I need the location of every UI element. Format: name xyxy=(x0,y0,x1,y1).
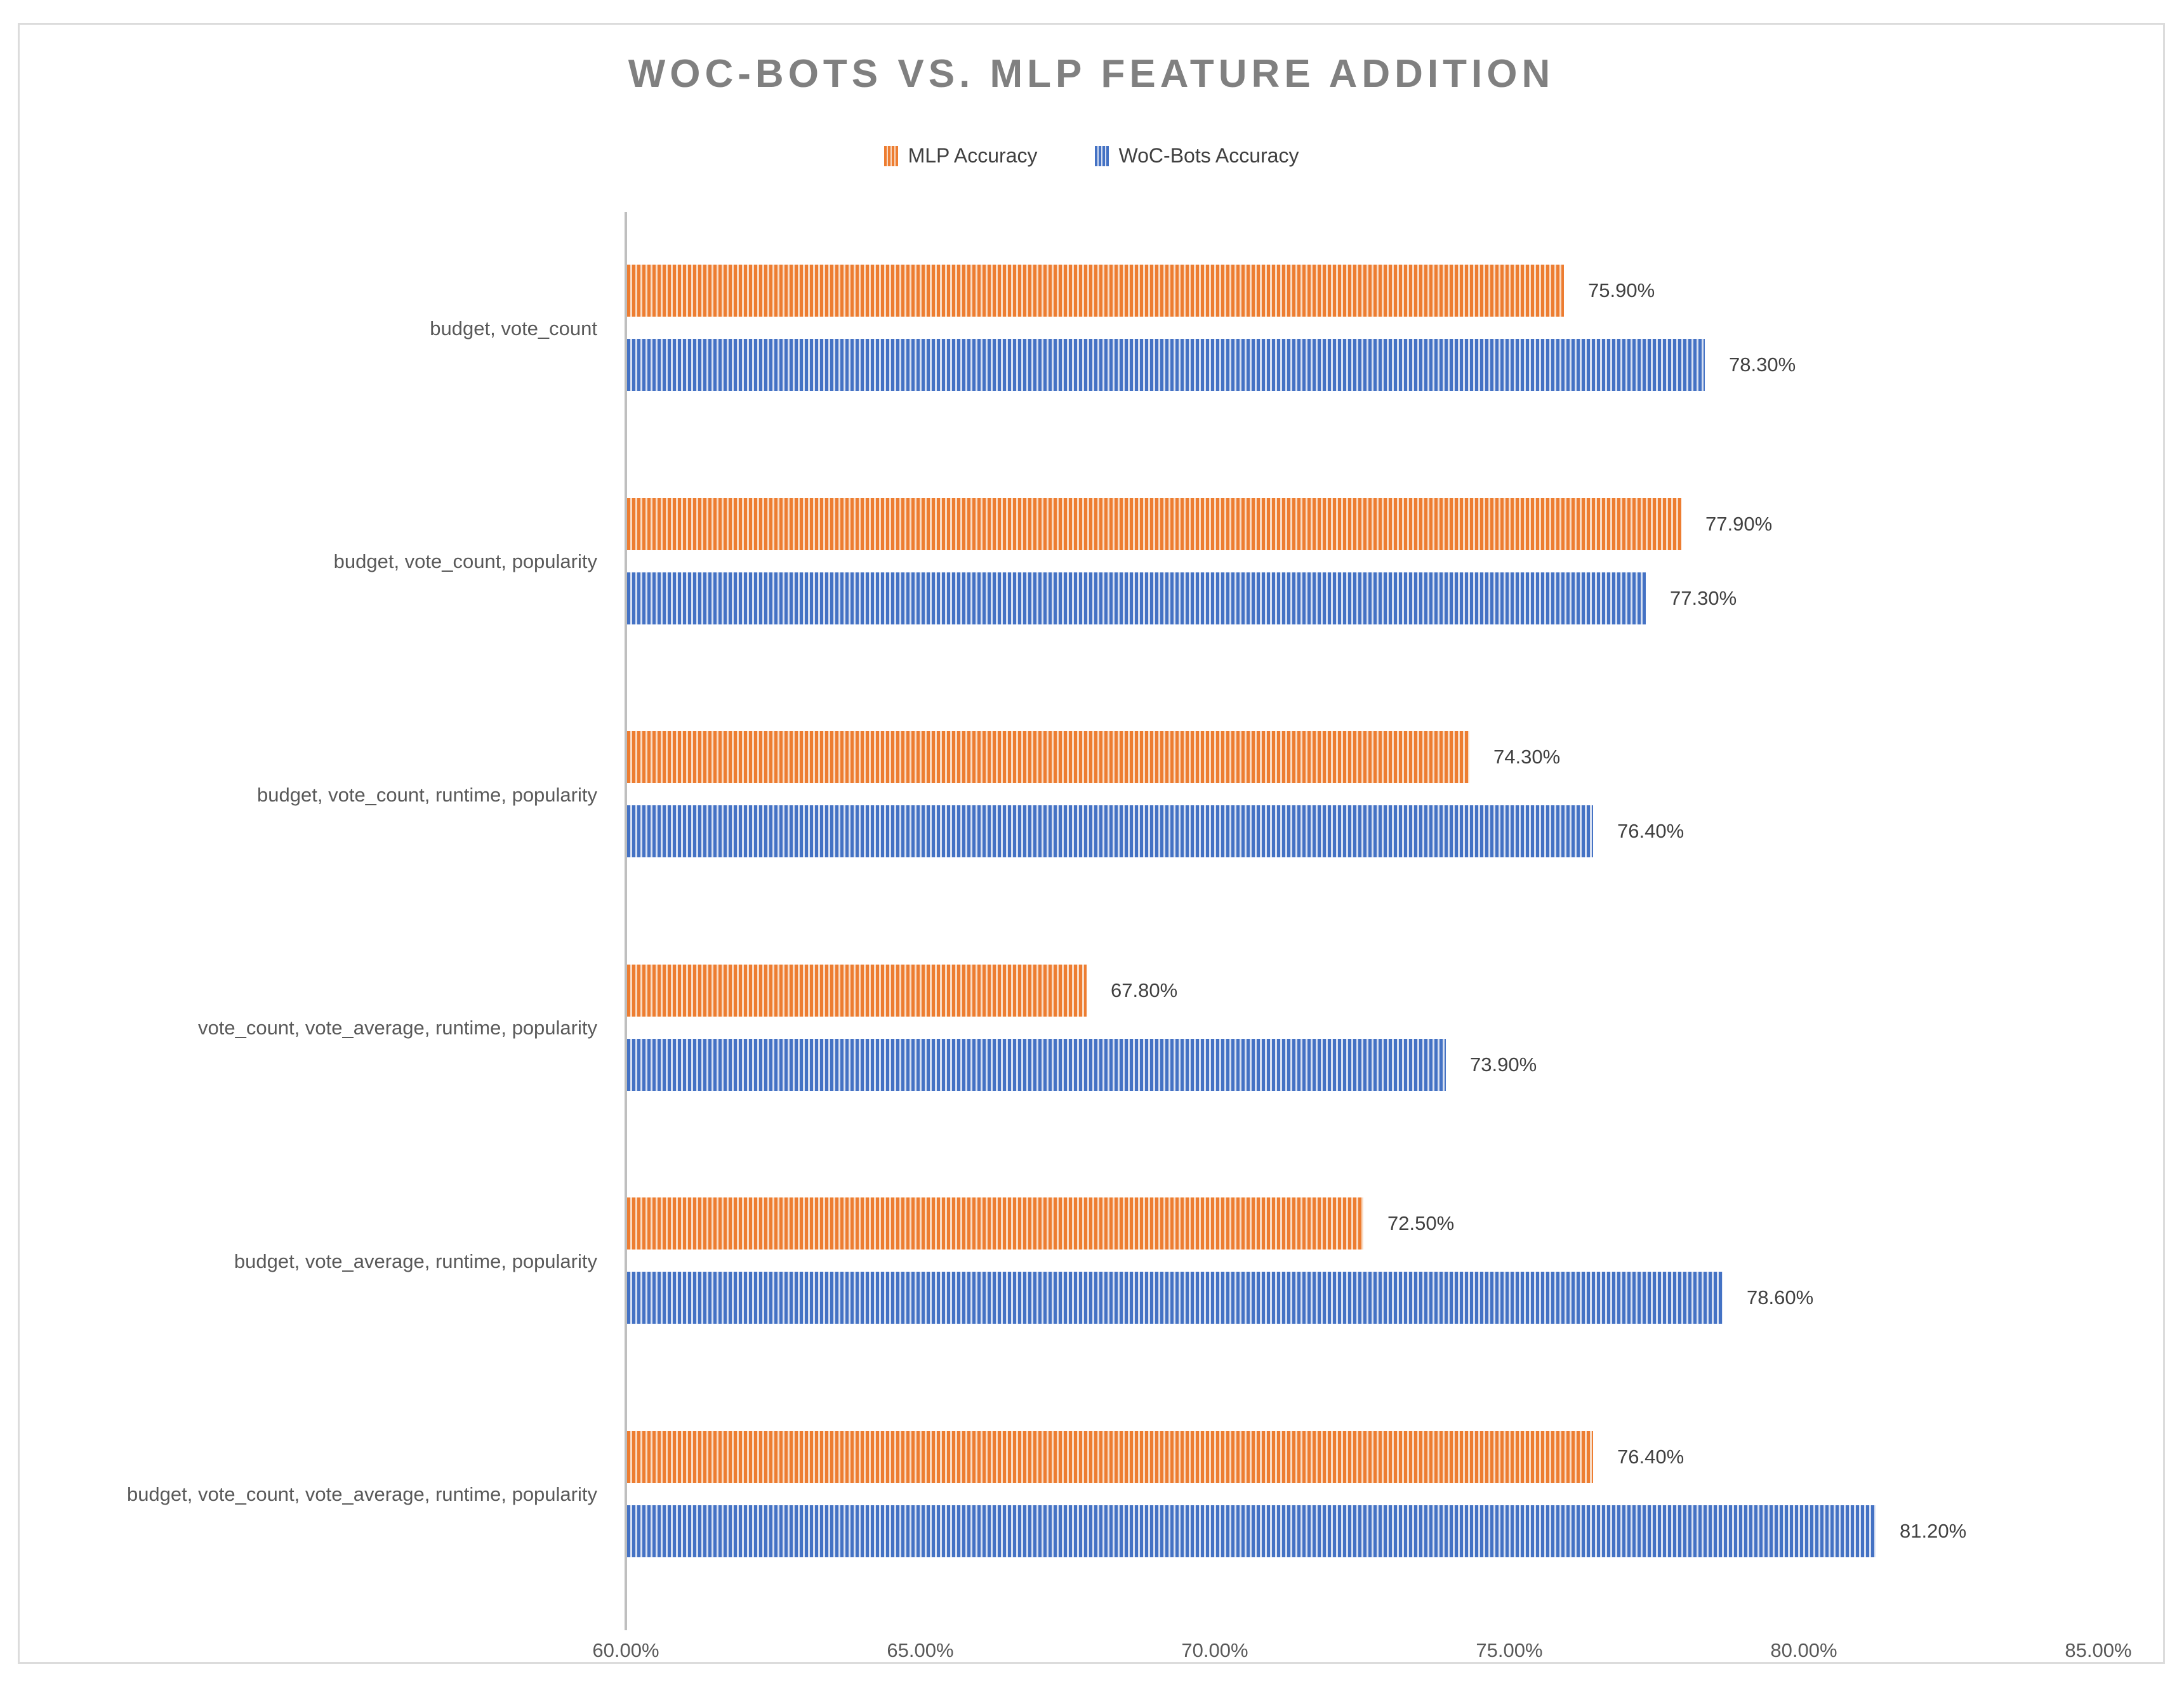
woc-bots-accuracy-bar[interactable] xyxy=(627,1272,1723,1324)
mlp-accuracy-bar[interactable] xyxy=(627,265,1564,317)
x-axis-tick-label: 65.00% xyxy=(887,1639,954,1661)
mlp-accuracy-data-label: 74.30% xyxy=(1493,746,1561,768)
woc-bots-accuracy-bar[interactable] xyxy=(627,1505,1876,1557)
woc-bots-accuracy-data-label: 78.60% xyxy=(1747,1286,1814,1309)
mlp-accuracy-legend-swatch-icon xyxy=(884,145,898,166)
category-label: budget, vote_count, vote_average, runtim… xyxy=(126,1483,597,1506)
mlp-accuracy-data-label: 76.40% xyxy=(1617,1445,1684,1468)
x-axis-tick-label: 70.00% xyxy=(1181,1639,1248,1661)
legend-label-woc-bots-accuracy: WoC-Bots Accuracy xyxy=(1118,144,1299,167)
mlp-accuracy-bar[interactable] xyxy=(627,964,1087,1017)
mlp-accuracy-bar[interactable] xyxy=(627,731,1469,783)
legend-item-mlp-accuracy[interactable]: MLP Accuracy xyxy=(884,144,1038,168)
mlp-accuracy-data-label: 75.90% xyxy=(1588,279,1655,301)
chart-frame: WOC-BOTS VS. MLP FEATURE ADDITION MLP Ac… xyxy=(18,23,2165,1664)
x-axis-tick-label: 85.00% xyxy=(2065,1639,2132,1661)
y-axis-line xyxy=(625,212,627,1630)
legend: MLP Accuracy WoC-Bots Accuracy xyxy=(20,144,2163,168)
woc-bots-accuracy-data-label: 81.20% xyxy=(1900,1519,1967,1542)
category-label: budget, vote_count xyxy=(430,317,597,340)
woc-bots-accuracy-legend-swatch-icon xyxy=(1094,145,1109,166)
mlp-accuracy-bar[interactable] xyxy=(627,1430,1593,1483)
woc-bots-accuracy-data-label: 73.90% xyxy=(1470,1053,1537,1076)
category-label: budget, vote_average, runtime, popularit… xyxy=(234,1250,597,1272)
x-axis-tick-label: 80.00% xyxy=(1770,1639,1837,1661)
mlp-accuracy-bar[interactable] xyxy=(627,498,1681,550)
category-label: vote_count, vote_average, runtime, popul… xyxy=(198,1017,597,1039)
woc-bots-accuracy-bar[interactable] xyxy=(627,572,1646,624)
legend-item-woc-bots-accuracy[interactable]: WoC-Bots Accuracy xyxy=(1094,144,1299,168)
woc-bots-accuracy-bar[interactable] xyxy=(627,1038,1446,1091)
woc-bots-accuracy-data-label: 76.40% xyxy=(1617,820,1684,842)
mlp-accuracy-data-label: 67.80% xyxy=(1111,979,1178,1001)
mlp-accuracy-bar[interactable] xyxy=(627,1197,1363,1250)
mlp-accuracy-data-label: 72.50% xyxy=(1387,1212,1455,1234)
x-axis-tick-label: 75.00% xyxy=(1476,1639,1543,1661)
mlp-accuracy-data-label: 77.90% xyxy=(1705,512,1773,535)
woc-bots-accuracy-data-label: 78.30% xyxy=(1729,353,1796,376)
woc-bots-accuracy-data-label: 77.30% xyxy=(1670,586,1737,609)
category-label: budget, vote_count, runtime, popularity xyxy=(257,783,597,806)
legend-label-mlp-accuracy: MLP Accuracy xyxy=(908,144,1038,167)
x-axis-tick-label: 60.00% xyxy=(592,1639,659,1661)
chart-title: WOC-BOTS VS. MLP FEATURE ADDITION xyxy=(628,52,1555,96)
woc-bots-accuracy-bar[interactable] xyxy=(627,805,1593,857)
woc-bots-accuracy-bar[interactable] xyxy=(627,339,1705,391)
category-label: budget, vote_count, popularity xyxy=(333,550,597,573)
